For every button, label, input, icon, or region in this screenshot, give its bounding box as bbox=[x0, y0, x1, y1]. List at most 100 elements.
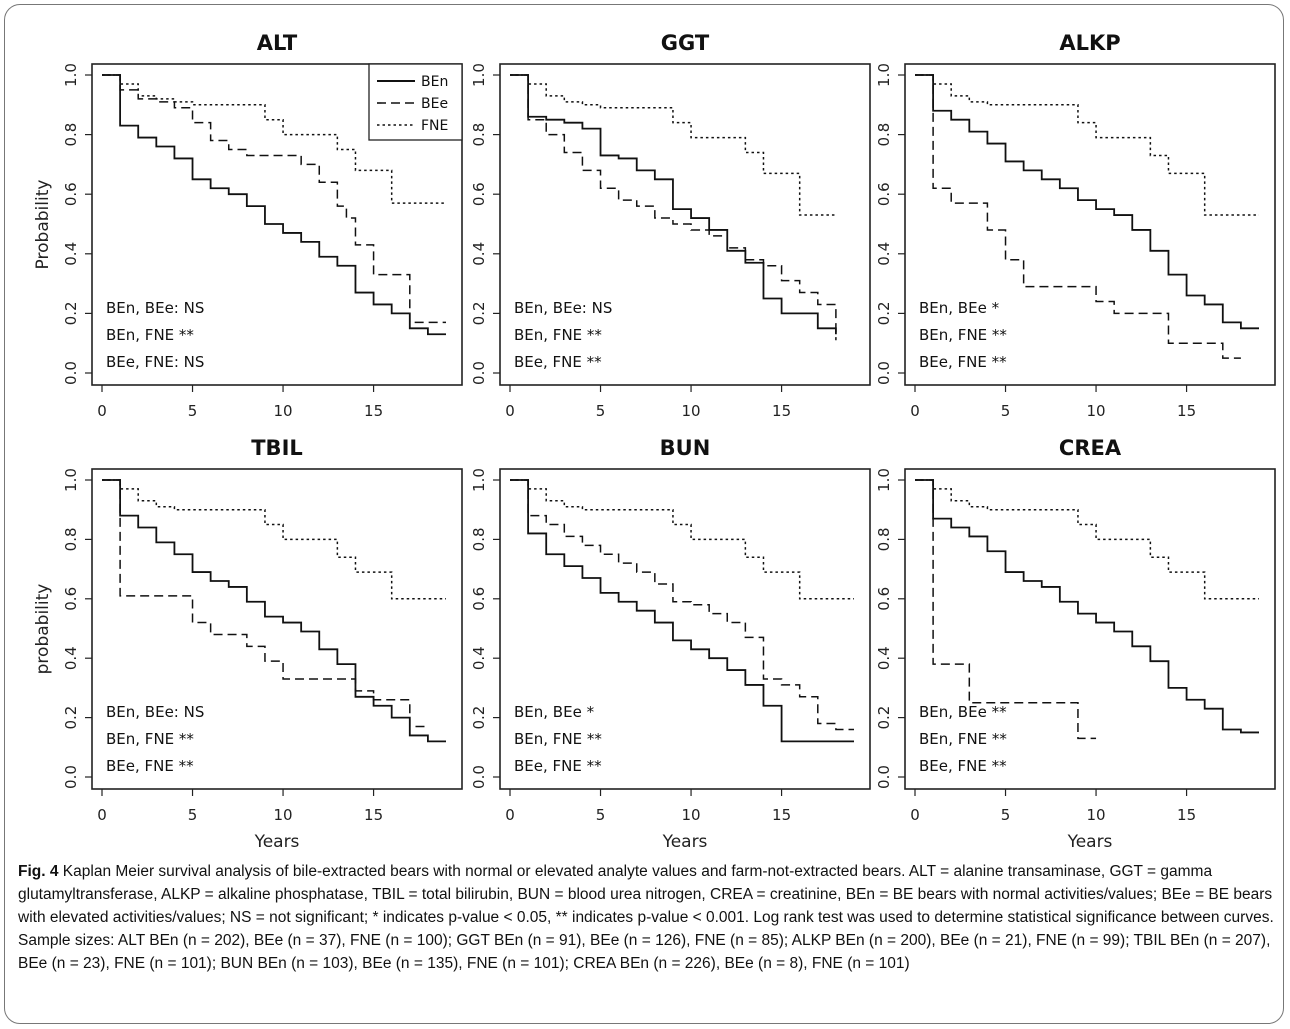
legend-label-fne: FNE bbox=[421, 118, 448, 134]
legend-label-ben: BEn bbox=[421, 74, 448, 90]
y-tick-label: 0.2 bbox=[875, 301, 893, 325]
x-tick-label: 10 bbox=[1087, 402, 1106, 420]
series-line-bee bbox=[102, 479, 428, 728]
y-tick-label: 0.6 bbox=[62, 587, 80, 611]
x-tick-label: 15 bbox=[1177, 402, 1196, 420]
legend-label-bee: BEe bbox=[421, 96, 448, 112]
y-tick-label: 0.8 bbox=[62, 123, 80, 147]
x-axis-label: Years bbox=[254, 832, 300, 852]
significance-annotation: BEn, BEe * bbox=[919, 299, 1000, 317]
y-tick-label: 1.0 bbox=[875, 63, 893, 87]
y-tick-label: 0.0 bbox=[875, 765, 893, 789]
series-line-ben bbox=[510, 74, 837, 335]
y-tick-label: 0.8 bbox=[470, 527, 488, 551]
y-tick-label: 1.0 bbox=[62, 63, 80, 87]
panel-title: ALKP bbox=[1059, 31, 1120, 55]
significance-annotation: BEn, FNE ** bbox=[514, 730, 602, 748]
series-line-fne bbox=[102, 479, 446, 600]
x-tick-label: 10 bbox=[274, 402, 293, 420]
panel-crea: CREA 0 5 10 15 0.0 0.2 0.4 0.6 0.8 1.0 Years BEn, BE… bbox=[875, 436, 1276, 852]
x-tick-label: 15 bbox=[364, 806, 383, 824]
x-tick-label: 15 bbox=[772, 806, 791, 824]
y-tick-label: 0.6 bbox=[470, 182, 488, 206]
plot-frame bbox=[499, 468, 871, 790]
y-tick-label: 0.8 bbox=[875, 123, 893, 147]
x-tick-label: 10 bbox=[682, 806, 701, 824]
x-tick-label: 0 bbox=[97, 806, 107, 824]
x-tick-label: 10 bbox=[682, 402, 701, 420]
y-tick-label: 0.0 bbox=[470, 361, 488, 385]
caption-label: Fig. 4 bbox=[18, 863, 59, 880]
significance-annotation: BEn, FNE ** bbox=[919, 326, 1007, 344]
x-tick-label: 0 bbox=[910, 806, 920, 824]
figure-frame bbox=[4, 4, 1284, 1024]
panel-title: CREA bbox=[1059, 436, 1122, 460]
significance-annotation: BEn, BEe: NS bbox=[514, 299, 612, 317]
y-tick-label: 0.6 bbox=[62, 182, 80, 206]
series-line-ben bbox=[915, 479, 1259, 734]
plot-frame bbox=[904, 63, 1276, 386]
plot-frame bbox=[904, 468, 1276, 790]
significance-annotation: BEe, FNE ** bbox=[919, 353, 1007, 371]
y-axis-label: probability bbox=[33, 584, 53, 675]
y-tick-label: 0.8 bbox=[875, 527, 893, 551]
y-tick-label: 0.6 bbox=[875, 587, 893, 611]
x-tick-label: 5 bbox=[1001, 806, 1011, 824]
x-tick-label: 10 bbox=[274, 806, 293, 824]
y-tick-label: 0.4 bbox=[875, 646, 893, 670]
series-line-bee bbox=[915, 479, 1097, 740]
y-tick-label: 0.4 bbox=[470, 242, 488, 266]
panel-alt: ALT 0 5 10 15 0.0 0.2 0.4 0.6 0.8 1.0 Probability BE… bbox=[33, 31, 463, 420]
panel-ggt: GGT 0 5 10 15 0.0 0.2 0.4 0.6 0.8 1.0 BEn, BEe: NS B… bbox=[470, 31, 871, 420]
series-line-ben bbox=[510, 479, 854, 743]
y-tick-label: 0.8 bbox=[62, 527, 80, 551]
y-tick-label: 0.4 bbox=[62, 242, 80, 266]
x-tick-label: 0 bbox=[505, 806, 515, 824]
y-tick-label: 0.2 bbox=[62, 301, 80, 325]
x-tick-label: 5 bbox=[596, 806, 606, 824]
y-tick-label: 0.2 bbox=[470, 301, 488, 325]
y-tick-label: 0.4 bbox=[470, 646, 488, 670]
x-tick-label: 10 bbox=[1087, 806, 1106, 824]
panel-title: GGT bbox=[661, 31, 710, 55]
series-line-fne bbox=[510, 479, 854, 600]
significance-annotation: BEe, FNE ** bbox=[106, 757, 194, 775]
x-axis-label: Years bbox=[1067, 832, 1113, 852]
x-tick-label: 15 bbox=[772, 402, 791, 420]
series-line-ben bbox=[102, 479, 446, 743]
series-line-bee bbox=[102, 74, 446, 324]
series-line-fne bbox=[510, 74, 836, 216]
y-tick-label: 1.0 bbox=[875, 468, 893, 492]
series-line-fne bbox=[915, 479, 1259, 600]
y-tick-label: 0.8 bbox=[470, 123, 488, 147]
x-tick-label: 15 bbox=[1177, 806, 1196, 824]
y-tick-label: 0.4 bbox=[62, 646, 80, 670]
series-line-bee bbox=[510, 74, 837, 341]
panel-tbil: TBIL 0 5 10 15 0.0 0.2 0.4 0.6 0.8 1.0 probability Y… bbox=[33, 436, 463, 852]
significance-annotation: BEn, FNE ** bbox=[106, 730, 194, 748]
significance-annotation: BEn, BEe: NS bbox=[106, 703, 204, 721]
significance-annotation: BEn, BEe * bbox=[514, 703, 595, 721]
series-line-bee bbox=[510, 479, 854, 731]
series-line-fne bbox=[915, 74, 1259, 216]
significance-annotation: BEn, BEe: NS bbox=[106, 299, 204, 317]
x-tick-label: 5 bbox=[188, 806, 198, 824]
series-line-bee bbox=[915, 74, 1241, 359]
y-tick-label: 0.0 bbox=[875, 361, 893, 385]
panel-alkp: ALKP 0 5 10 15 0.0 0.2 0.4 0.6 0.8 1.0 BEn, BEe * BE… bbox=[875, 31, 1276, 420]
y-tick-label: 0.0 bbox=[62, 765, 80, 789]
y-tick-label: 0.4 bbox=[875, 242, 893, 266]
significance-annotation: BEe, FNE ** bbox=[514, 757, 602, 775]
significance-annotation: BEe, FNE ** bbox=[514, 353, 602, 371]
y-tick-label: 1.0 bbox=[470, 468, 488, 492]
significance-annotation: BEn, FNE ** bbox=[514, 326, 602, 344]
panel-title: TBIL bbox=[251, 436, 303, 460]
x-tick-label: 0 bbox=[910, 402, 920, 420]
x-tick-label: 15 bbox=[364, 402, 383, 420]
y-axis-label: Probability bbox=[33, 180, 53, 270]
x-tick-label: 5 bbox=[188, 402, 198, 420]
y-tick-label: 0.0 bbox=[62, 361, 80, 385]
significance-annotation: BEe, FNE ** bbox=[919, 757, 1007, 775]
x-tick-label: 0 bbox=[97, 402, 107, 420]
series-line-ben bbox=[102, 74, 446, 336]
